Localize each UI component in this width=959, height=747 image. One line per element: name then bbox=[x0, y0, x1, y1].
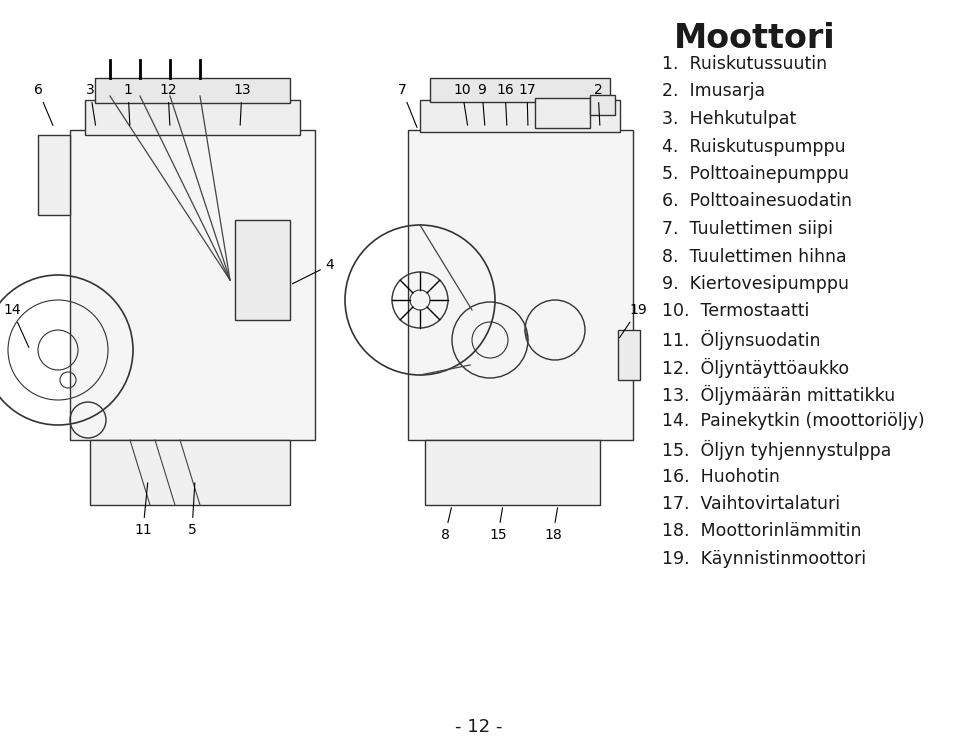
Text: 18: 18 bbox=[544, 508, 562, 542]
Text: 14.  Painekytkin (moottoriöljy): 14. Painekytkin (moottoriöljy) bbox=[662, 412, 924, 430]
Text: 1: 1 bbox=[124, 83, 132, 125]
Text: Moottori: Moottori bbox=[674, 22, 836, 55]
Text: 19: 19 bbox=[620, 303, 647, 338]
Text: 11.  Öljynsuodatin: 11. Öljynsuodatin bbox=[662, 330, 821, 350]
Text: 6: 6 bbox=[34, 83, 53, 125]
Bar bbox=[618, 330, 640, 380]
Bar bbox=[38, 135, 70, 215]
Text: 13: 13 bbox=[233, 83, 251, 125]
Text: 12.  Öljyntäyttöaukko: 12. Öljyntäyttöaukko bbox=[662, 358, 849, 377]
Text: 11: 11 bbox=[134, 483, 152, 537]
Text: 13.  Öljymäärän mittatikku: 13. Öljymäärän mittatikku bbox=[662, 385, 896, 405]
Text: 7: 7 bbox=[398, 83, 417, 128]
Text: 16.  Huohotin: 16. Huohotin bbox=[662, 468, 780, 486]
Text: 8: 8 bbox=[440, 508, 452, 542]
Bar bbox=[590, 95, 615, 115]
Bar bbox=[430, 78, 610, 102]
Text: 8.  Tuulettimen hihna: 8. Tuulettimen hihna bbox=[662, 247, 847, 265]
Bar bbox=[90, 440, 290, 505]
Text: 18.  Moottorinlämmitin: 18. Moottorinlämmitin bbox=[662, 522, 861, 541]
Text: - 12 -: - 12 - bbox=[456, 718, 503, 736]
Text: 2.  Imusarja: 2. Imusarja bbox=[662, 82, 765, 101]
Bar bbox=[420, 100, 620, 132]
Text: 3: 3 bbox=[85, 83, 96, 125]
Text: 6.  Polttoainesuodatin: 6. Polttoainesuodatin bbox=[662, 193, 852, 211]
Text: 7.  Tuulettimen siipi: 7. Tuulettimen siipi bbox=[662, 220, 833, 238]
Text: 10: 10 bbox=[454, 83, 471, 125]
Text: 14: 14 bbox=[3, 303, 29, 347]
Text: 17.  Vaihtovirtalaturi: 17. Vaihtovirtalaturi bbox=[662, 495, 840, 513]
Bar bbox=[70, 130, 315, 440]
Bar bbox=[85, 100, 300, 135]
Bar bbox=[425, 440, 600, 505]
Bar bbox=[408, 130, 633, 440]
Text: 5: 5 bbox=[188, 483, 197, 537]
Text: 4.  Ruiskutuspumppu: 4. Ruiskutuspumppu bbox=[662, 137, 846, 155]
Bar bbox=[95, 78, 290, 103]
Text: 9: 9 bbox=[478, 83, 486, 125]
Text: 4: 4 bbox=[292, 258, 335, 284]
Text: 12: 12 bbox=[159, 83, 176, 125]
Text: 1.  Ruiskutussuutin: 1. Ruiskutussuutin bbox=[662, 55, 827, 73]
Text: 2: 2 bbox=[594, 83, 602, 125]
Text: 15: 15 bbox=[489, 508, 506, 542]
Text: 19.  Käynnistinmoottori: 19. Käynnistinmoottori bbox=[662, 550, 866, 568]
Text: 17: 17 bbox=[518, 83, 536, 125]
Text: 3.  Hehkutulpat: 3. Hehkutulpat bbox=[662, 110, 796, 128]
Text: 16: 16 bbox=[496, 83, 514, 125]
Bar bbox=[235, 220, 290, 320]
Text: 9.  Kiertovesipumppu: 9. Kiertovesipumppu bbox=[662, 275, 849, 293]
Text: 15.  Öljyn tyhjennystulppa: 15. Öljyn tyhjennystulppa bbox=[662, 440, 891, 460]
Text: 5.  Polttoainepumppu: 5. Polttoainepumppu bbox=[662, 165, 849, 183]
Text: 10.  Termostaatti: 10. Termostaatti bbox=[662, 303, 809, 320]
Bar bbox=[535, 98, 590, 128]
